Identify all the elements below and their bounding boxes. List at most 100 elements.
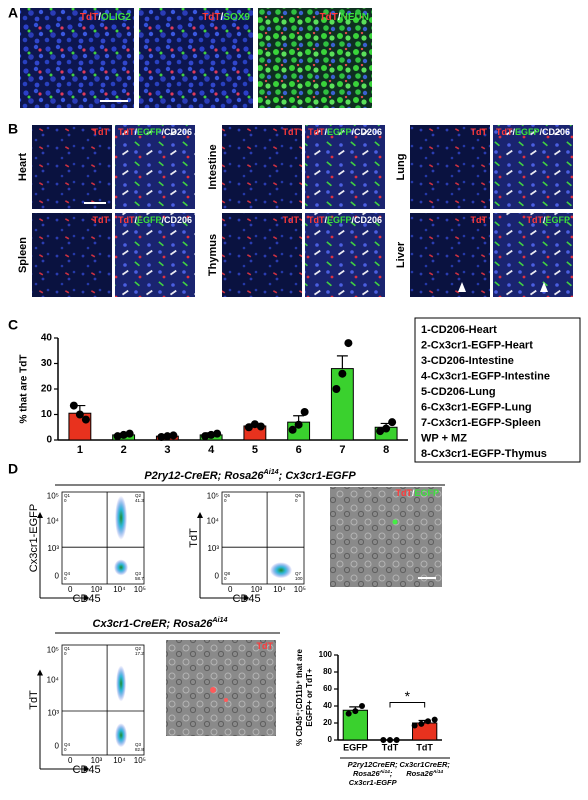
micrograph [166, 640, 276, 736]
text-part: ; Cx3cr1-EGFP [279, 470, 357, 482]
data-point [418, 720, 425, 727]
data-point [201, 432, 210, 441]
y-axis-label: % that are TdT [19, 355, 30, 424]
quadrant-label: Q2 [135, 646, 142, 651]
y-tick-label: 40 [41, 333, 53, 344]
flow-x-tick: 10⁵ [134, 585, 146, 594]
panel-label: B [8, 121, 18, 137]
text-part: ; [390, 769, 393, 778]
text-part: / [134, 215, 137, 225]
quadrant-label: Q4 [64, 571, 71, 576]
text-part: EGFP [545, 215, 570, 225]
flow-y-tick: 10⁵ [207, 492, 219, 501]
text-part: SOX9 [223, 12, 250, 23]
data-point [256, 422, 265, 431]
flow-y-tick: 10⁴ [47, 517, 60, 526]
flow-y-tick: 0 [215, 572, 220, 581]
flow-cloud [114, 559, 129, 576]
flow-y-label: TdT [188, 528, 200, 548]
data-point [352, 708, 359, 715]
flow-y-tick: 10⁵ [47, 646, 59, 655]
text-part: TdT [93, 127, 110, 137]
panel-label: A [8, 5, 18, 21]
text-part: / [543, 215, 546, 225]
y-tick-label: 100 [319, 650, 333, 659]
data-point [338, 369, 347, 378]
text-part: TdT [308, 127, 325, 137]
x-tick-label: 6 [296, 444, 302, 456]
quadrant-label: Q8 [224, 571, 231, 576]
micrograph [115, 125, 195, 209]
group-label: P2ry12CreER; [348, 760, 399, 769]
legend-entry: 8-Cx3cr1-EGFP-Thymus [421, 448, 547, 460]
error-bar [336, 355, 348, 369]
tissue-label: Lung [395, 154, 407, 181]
x-tick-label: EGFP [343, 742, 368, 752]
quadrant-label: 41.3 [135, 498, 144, 503]
x-tick-label: TdT [416, 742, 433, 752]
data-point [380, 737, 387, 743]
image-label: TdT [471, 215, 488, 225]
quadrant-label: 82.8 [135, 747, 144, 752]
image-label: TdT [93, 215, 110, 225]
data-point [382, 424, 391, 433]
micrograph [330, 487, 442, 587]
text-part: TdT [283, 215, 300, 225]
flow-y-tick: 0 [55, 741, 60, 750]
y-tick-label: 10 [41, 409, 53, 420]
legend-entry: 6-Cx3cr1-EGFP-Lung [421, 401, 532, 413]
text-part: Cx3cr1-EGFP [349, 778, 398, 787]
text-part: Ai14 [263, 468, 279, 476]
quadrant-label: Q6 [295, 493, 302, 498]
data-point [387, 737, 393, 743]
quadrant-label: 0 [64, 498, 67, 503]
legend-box [414, 317, 581, 463]
flow-y-tick: 10⁴ [207, 517, 220, 526]
y-axis-label: EGFP+ or TdT+ [305, 668, 314, 727]
data-point [113, 432, 122, 441]
micrograph [493, 213, 573, 297]
quadrant-label: Q5 [224, 493, 231, 498]
cell-signal [392, 519, 398, 525]
legend-entry: 3-CD206-Intestine [421, 355, 514, 367]
flow-x-tick: 10⁵ [134, 756, 146, 765]
text-part: EGFP [414, 488, 439, 498]
tissue-label: Spleen [17, 237, 29, 273]
flow-x-label: CD45 [233, 593, 261, 605]
panel-title: P2ry12-CreER; Rosa26Ai14; Cx3cr1-EGFP [144, 468, 356, 482]
text-part: TdT [395, 488, 412, 498]
data-point [69, 401, 78, 410]
micrograph [305, 213, 385, 297]
image-label: TdT/EGFP/CD206 [308, 215, 382, 225]
significance-bracket [389, 701, 426, 708]
data-point [431, 716, 438, 723]
text-part: /CD206 [161, 127, 192, 137]
text-part: / [338, 12, 341, 23]
panel-label: D [8, 461, 18, 477]
text-part: /CD206 [539, 127, 570, 137]
legend-entry: 5-CD206-Lung [421, 386, 496, 398]
quadrant-label: Q7 [295, 571, 302, 576]
text-part: / [134, 127, 137, 137]
y-tick-label: 20 [41, 384, 53, 395]
image-label: TdT/NEUN [320, 12, 369, 23]
y-tick-label: 0 [328, 735, 333, 744]
flow-x-tick: 10⁵ [294, 585, 306, 594]
data-point [411, 722, 418, 729]
quadrant-label: 0 [224, 576, 227, 581]
legend-entry: WP + MZ [421, 432, 467, 444]
arrowhead [540, 282, 548, 292]
flow-x-label: CD45 [73, 593, 101, 605]
text-part: / [412, 488, 415, 498]
legend-entry: 2-Cx3cr1-EGFP-Heart [421, 339, 533, 351]
data-point [81, 415, 90, 424]
x-tick-label: 4 [208, 444, 215, 456]
quadrant-label: 17.2 [135, 651, 144, 656]
flow-y-label: TdT [28, 690, 40, 710]
text-part: EGFP [327, 215, 352, 225]
text-part: /CD206 [351, 215, 382, 225]
text-part: TdT [93, 215, 110, 225]
y-axis-label: % CD45⁺;CD11b⁺ that are [295, 648, 304, 745]
y-tick-label: 0 [46, 435, 52, 446]
